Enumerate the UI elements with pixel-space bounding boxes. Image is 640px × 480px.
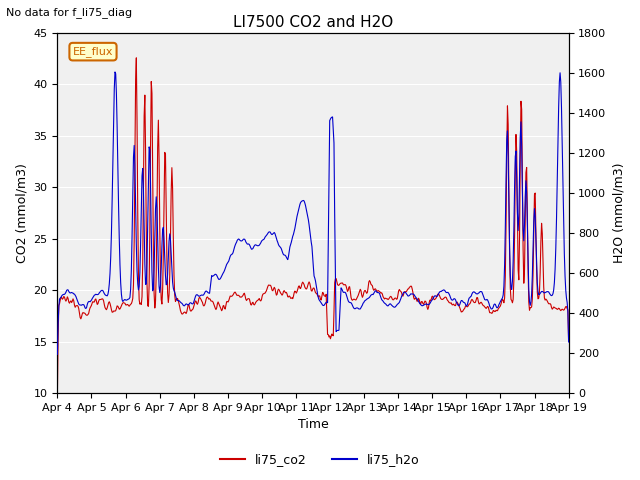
li75_co2 — [195, 296, 203, 301]
li75_co2 — [54, 390, 61, 396]
Text: EE_flux: EE_flux — [73, 46, 113, 57]
li75_co2 — [390, 296, 398, 301]
Y-axis label: CO2 (mmol/m3): CO2 (mmol/m3) — [15, 163, 28, 263]
li75_h2o — [116, 262, 124, 268]
Y-axis label: H2O (mmol/m3): H2O (mmol/m3) — [612, 163, 625, 263]
li75_h2o — [195, 293, 203, 299]
Line: li75_co2: li75_co2 — [58, 58, 568, 393]
Text: No data for f_li75_diag: No data for f_li75_diag — [6, 7, 132, 18]
li75_co2 — [132, 55, 140, 60]
Line: li75_h2o: li75_h2o — [58, 72, 568, 354]
li75_co2 — [168, 165, 176, 170]
li75_h2o — [63, 288, 70, 293]
li75_h2o — [168, 267, 176, 273]
li75_h2o — [390, 304, 398, 310]
Legend: li75_co2, li75_h2o: li75_co2, li75_h2o — [215, 448, 425, 471]
li75_h2o — [54, 351, 61, 357]
li75_h2o — [376, 290, 383, 296]
li75_h2o — [111, 69, 119, 75]
li75_co2 — [564, 337, 572, 343]
li75_h2o — [564, 339, 572, 345]
Title: LI7500 CO2 and H2O: LI7500 CO2 and H2O — [233, 15, 393, 30]
li75_co2 — [63, 297, 70, 302]
X-axis label: Time: Time — [298, 419, 328, 432]
li75_co2 — [376, 288, 383, 294]
li75_co2 — [115, 306, 123, 312]
